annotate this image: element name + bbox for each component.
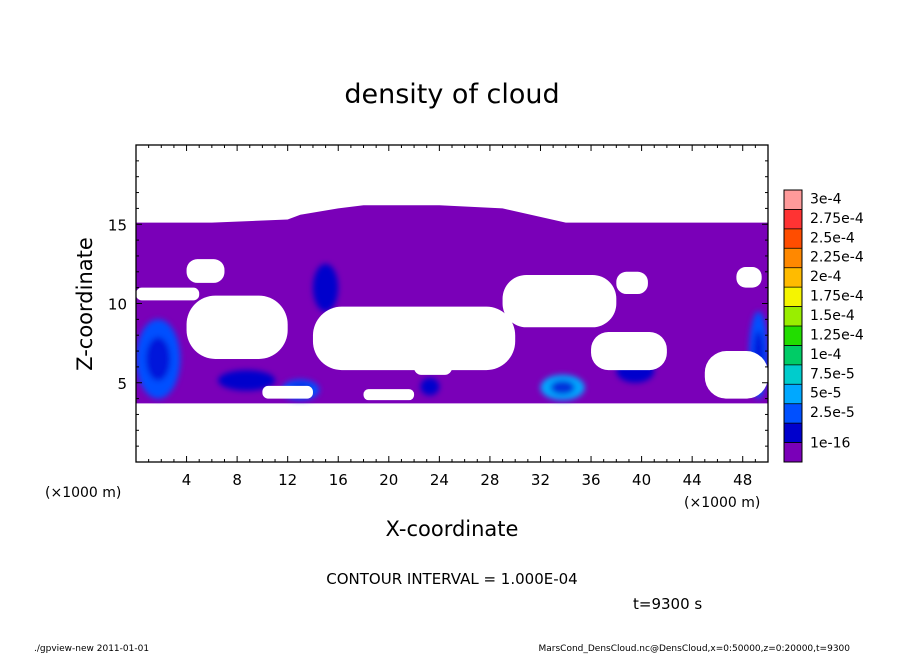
- colorbar: 3e-4 2.75e-4 2.5e-4 2.25e-4 2e-4 1.75e-4 1.5e-…: [783, 189, 864, 463]
- x-tick-label-36: 36: [581, 471, 600, 489]
- time-label: t=9300 s: [633, 595, 702, 613]
- clear-region-8: [736, 267, 762, 288]
- x-tick-label-48: 48: [733, 471, 752, 489]
- colorbar-swatch-3: [784, 248, 802, 269]
- chart-title: density of cloud: [344, 79, 559, 110]
- x-tick-label-40: 40: [632, 471, 651, 489]
- footer-left: ./gpview-new 2011-01-01: [34, 644, 149, 654]
- dense-core-3: [550, 380, 575, 395]
- colorbar-label-1: 2.75e-4: [810, 211, 864, 227]
- colorbar-label-4: 2e-4: [810, 269, 842, 285]
- colorbar-label-10: 5e-5: [810, 386, 841, 402]
- clear-region-2: [502, 274, 617, 328]
- colorbar-swatch-13: [784, 442, 802, 463]
- clear-region-4: [704, 351, 768, 399]
- clear-region-1: [312, 306, 516, 371]
- x-tick-label-12: 12: [278, 471, 297, 489]
- clear-region-11: [414, 358, 452, 375]
- y-tick-label-10: 10: [108, 296, 127, 314]
- x-tick-label-28: 28: [480, 471, 499, 489]
- colorbar-swatch-2: [784, 228, 802, 249]
- x-tick-label-4: 4: [182, 471, 192, 489]
- colorbar-label-3: 2.25e-4: [810, 250, 864, 266]
- x-tick-label-16: 16: [329, 471, 348, 489]
- plot-area: [136, 205, 768, 404]
- clear-region-7: [616, 271, 648, 294]
- x-axis-label: X-coordinate: [386, 517, 519, 541]
- clear-region-5: [136, 287, 200, 301]
- colorbar-swatch-12: [784, 423, 802, 443]
- colorbar-label-9: 7.5e-5: [810, 366, 855, 382]
- colorbar-label-2: 2.5e-4: [810, 230, 855, 246]
- colorbar-label-12: 1e-16: [810, 436, 850, 452]
- colorbar-label-6: 1.5e-4: [810, 308, 855, 324]
- colorbar-swatch-4: [784, 267, 802, 288]
- clear-region-10: [363, 389, 415, 401]
- colorbar-swatch-11: [784, 403, 802, 424]
- y-axis-label: Z-coordinate: [73, 237, 97, 371]
- colorbar-label-7: 1.25e-4: [810, 327, 864, 343]
- colorbar-swatch-7: [784, 326, 802, 346]
- colorbar-label-0: 3e-4: [810, 191, 842, 207]
- x-unit-label: (×1000 m): [684, 495, 760, 511]
- clear-region-0: [186, 295, 288, 359]
- colorbar-swatch-1: [784, 209, 802, 230]
- colorbar-label-11: 2.5e-5: [810, 405, 855, 421]
- x-tick-label-20: 20: [379, 471, 398, 489]
- clear-region-6: [186, 259, 225, 283]
- dense-core-4: [230, 374, 263, 387]
- colorbar-swatch-0: [784, 190, 802, 210]
- colorbar-swatch-5: [784, 287, 802, 307]
- colorbar-swatch-9: [784, 364, 802, 385]
- footer-right: MarsCond_DensCloud.nc@DensCloud,x=0:5000…: [539, 644, 851, 654]
- dense-core-0: [145, 337, 171, 381]
- clear-region-9: [262, 385, 313, 399]
- colorbar-swatch-6: [784, 306, 802, 327]
- x-tick-label-8: 8: [232, 471, 242, 489]
- x-tick-label-24: 24: [430, 471, 449, 489]
- dense-core-5: [318, 274, 333, 301]
- dense-core-7: [424, 381, 436, 392]
- clear-region-3: [591, 332, 667, 371]
- x-tick-label-32: 32: [531, 471, 550, 489]
- colorbar-label-8: 1e-4: [810, 347, 842, 363]
- y-unit-label: (×1000 m): [45, 485, 121, 501]
- colorbar-swatch-10: [784, 384, 802, 405]
- y-tick-label-5: 5: [117, 375, 127, 393]
- y-tick-label-15: 15: [108, 216, 127, 234]
- contour-interval-label: CONTOUR INTERVAL = 1.000E-04: [326, 570, 577, 588]
- colorbar-swatch-8: [784, 345, 802, 366]
- colorbar-label-5: 1.75e-4: [810, 289, 864, 305]
- x-tick-label-44: 44: [683, 471, 702, 489]
